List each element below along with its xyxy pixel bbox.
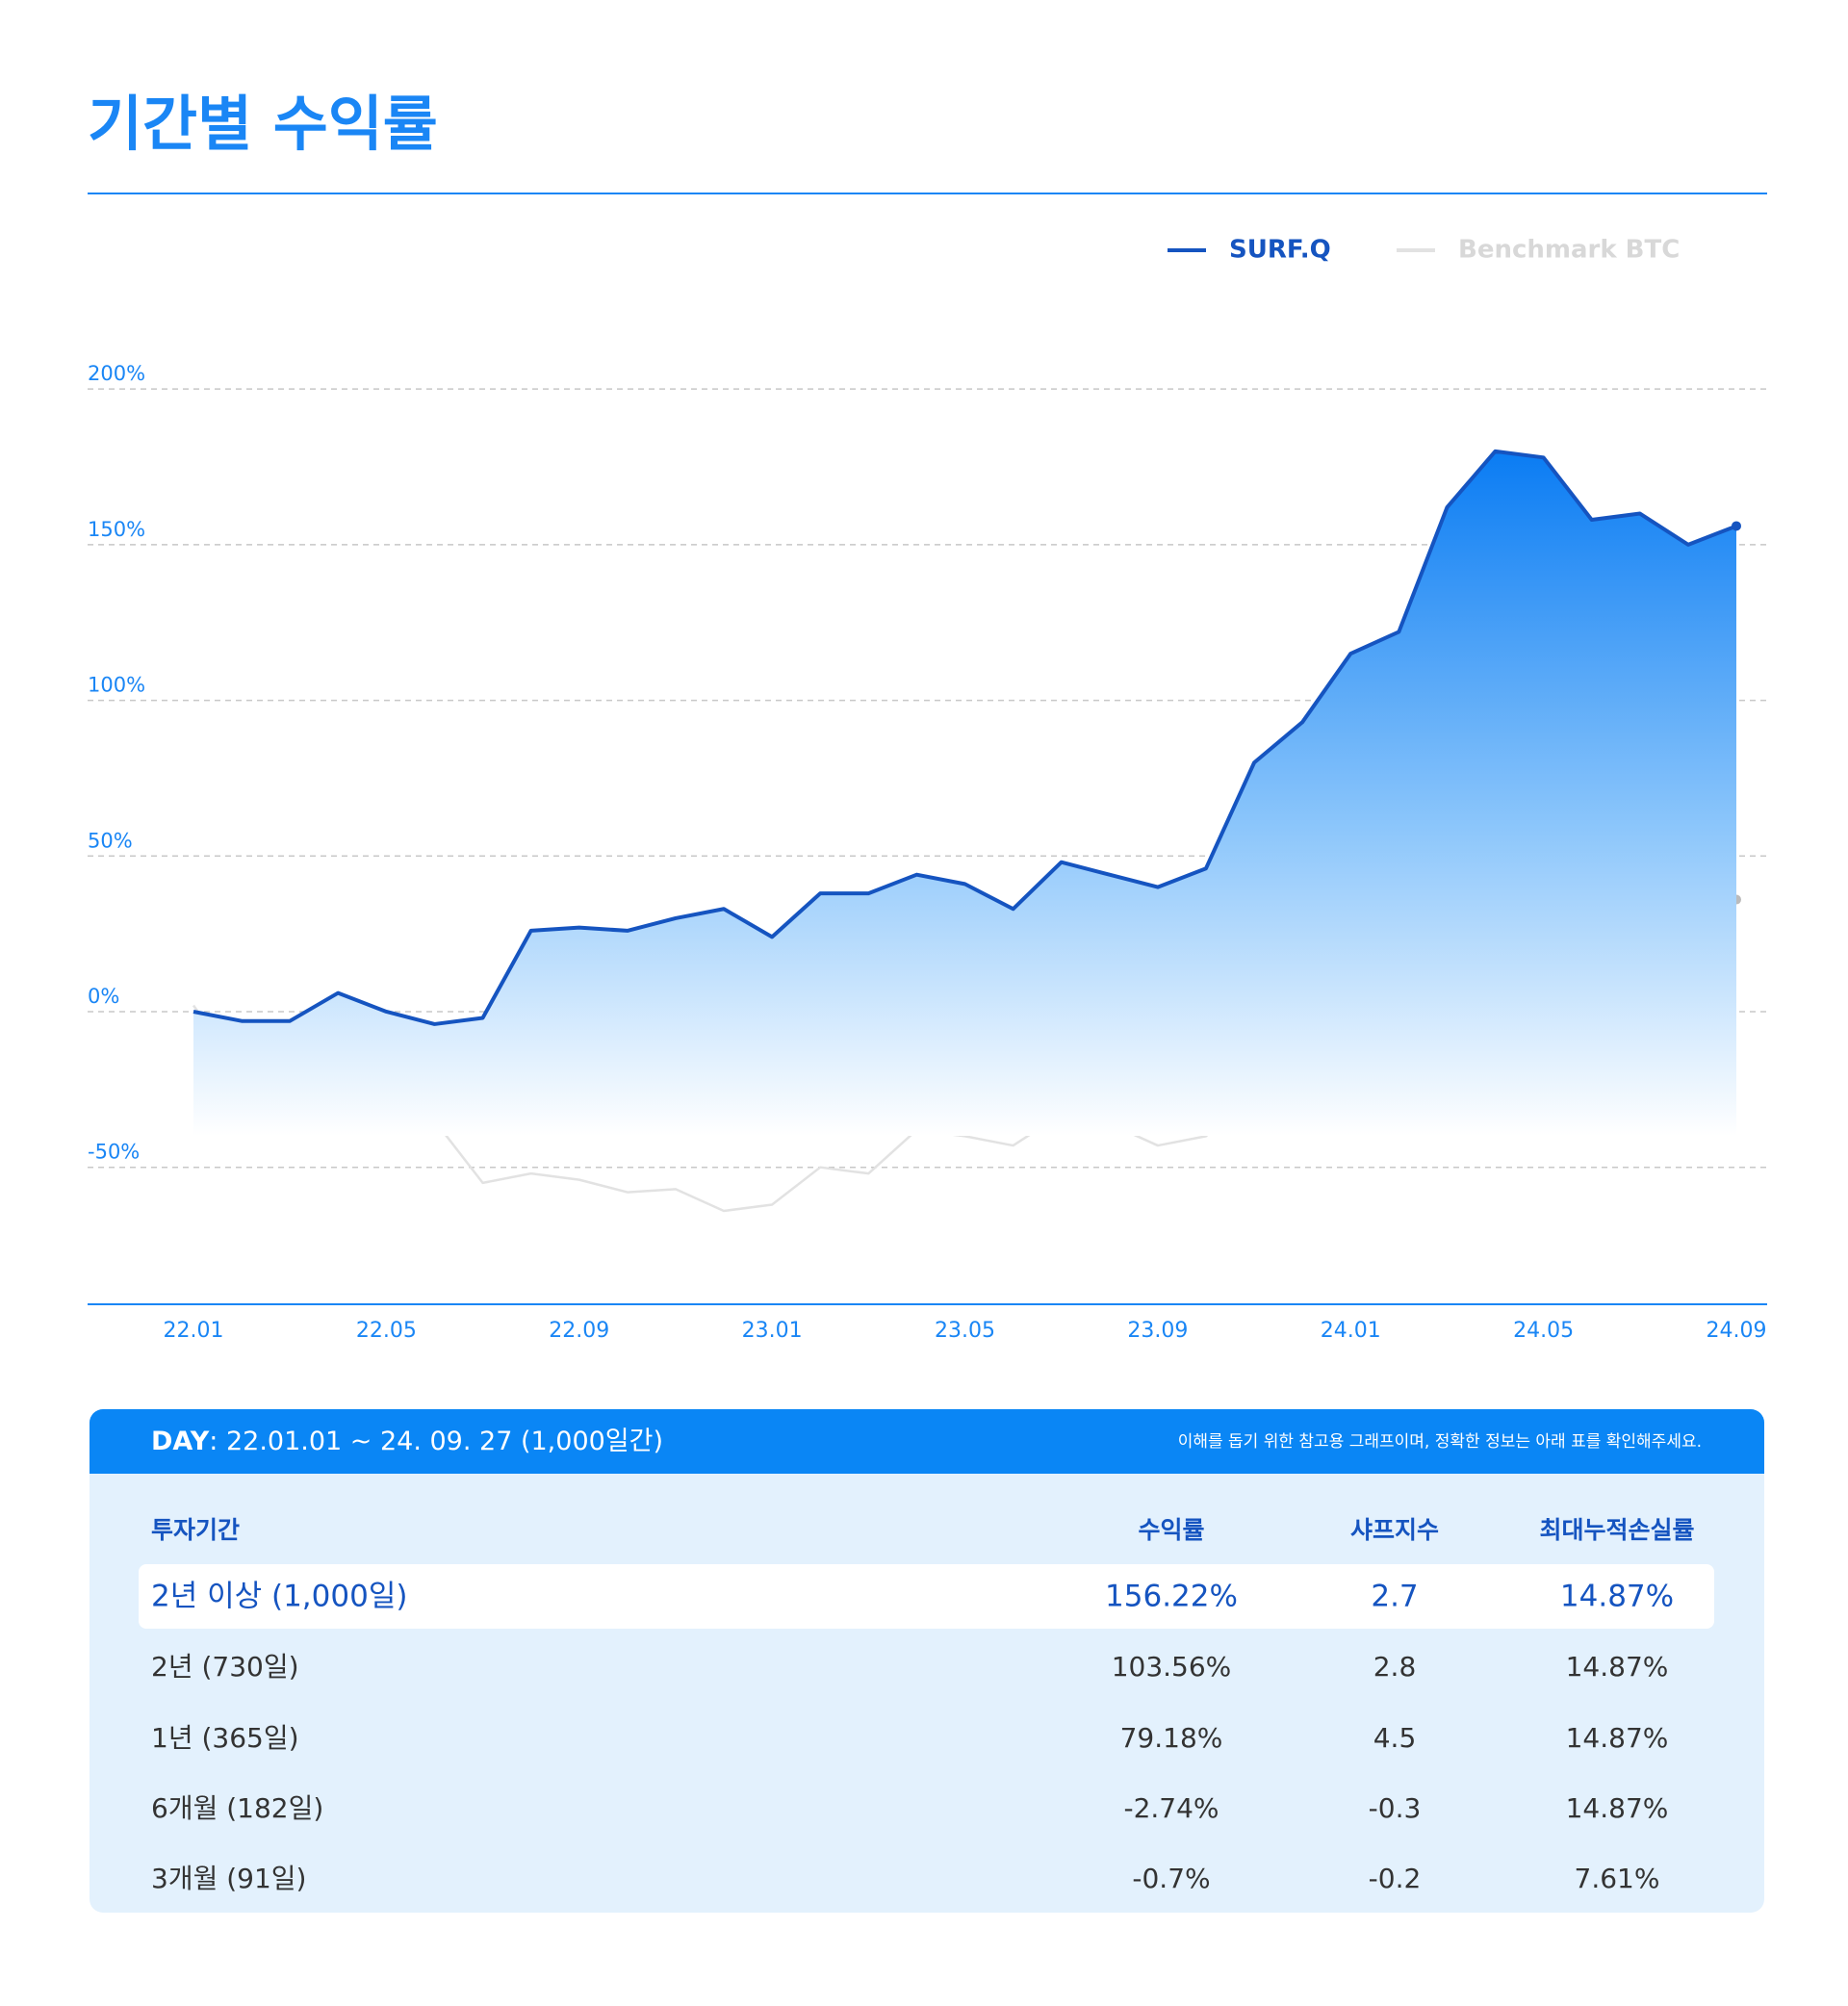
table-cell: 2.7 (1371, 1580, 1418, 1614)
table-cell: -0.3 (1369, 1792, 1422, 1824)
table-cell: -0.7% (1132, 1863, 1210, 1894)
note: 이해를 돕기 위한 참고용 그래프이며, 정확한 정보는 아래 표를 확인해주세… (1178, 1432, 1702, 1452)
x-tick-label: 24.01 (1321, 1319, 1381, 1343)
table-cell: 14.87% (1566, 1722, 1669, 1754)
series-line (192, 449, 1737, 1026)
x-tick-label: 22.05 (356, 1319, 417, 1343)
table-cell: 7.61% (1575, 1863, 1660, 1894)
x-tick-label: 23.05 (935, 1319, 995, 1343)
column-header: 샤프지수 (1350, 1516, 1439, 1544)
table-cell: 14.87% (1560, 1580, 1674, 1614)
table-cell: 103.56% (1112, 1651, 1232, 1683)
table-cell: 2.8 (1373, 1651, 1417, 1683)
table-cell: -0.2 (1369, 1863, 1422, 1894)
column-header: 최대누적손실률 (1539, 1516, 1694, 1544)
table-cell: 2년 이상 (1,000일) (151, 1580, 407, 1614)
title: 기간별 수익률 (88, 89, 438, 159)
x-tick-label: 24.05 (1513, 1319, 1574, 1343)
column-header: 투자기간 (151, 1516, 240, 1544)
x-tick-label: 24.09 (1707, 1319, 1767, 1343)
legend-label: SURF.Q (1229, 236, 1331, 265)
y-tick-label: 150% (88, 518, 145, 541)
table-cell: 3개월 (91일) (151, 1863, 306, 1894)
table-cell: 4.5 (1373, 1722, 1417, 1754)
highlight-row (139, 1564, 1714, 1629)
x-tick-label: 22.01 (164, 1319, 224, 1343)
table: 투자기간 수익률 샤프지수 최대누적손실률 2년 이상 (1,000일) 156.22% 2… (151, 1516, 1695, 1894)
y-tick-label: 100% (88, 674, 145, 697)
table-cell: 156.22% (1105, 1580, 1238, 1614)
x-tick-label: 23.09 (1127, 1319, 1188, 1343)
table-cell: 14.87% (1566, 1792, 1669, 1824)
x-tick-label: 23.01 (742, 1319, 803, 1343)
y-tick-label: -50% (88, 1141, 140, 1164)
y-tick-label: 50% (88, 829, 133, 852)
table-cell: 14.87% (1566, 1651, 1669, 1683)
end-point (1732, 521, 1741, 531)
table-cell: 6개월 (182일) (151, 1792, 323, 1824)
table-cell: 2년 (730일) (151, 1651, 299, 1683)
day-label: DAY (151, 1427, 210, 1456)
legend-label: Benchmark BTC (1458, 236, 1680, 265)
table-cell: 1년 (365일) (151, 1722, 299, 1754)
table-header-bar (90, 1409, 1764, 1474)
y-tick-label: 0% (88, 985, 119, 1008)
plot: -50% 0% 50% 100% 150% 200% 22.01 22.05 22.09 23.0… (88, 236, 1767, 1343)
table-cell: 79.18% (1120, 1722, 1223, 1754)
y-tick-label: 200% (88, 362, 145, 385)
table-panel (90, 1409, 1764, 1913)
x-tick-label: 22.09 (549, 1319, 609, 1343)
day-range: : 22.01.01 ~ 24. 09. 27 (1,000일간) (209, 1427, 663, 1456)
day-line: DAY: 22.01.01 ~ 24. 09. 27 (1,000일간) (151, 1427, 663, 1456)
column-header: 수익률 (1138, 1516, 1204, 1544)
table-cell: -2.74% (1123, 1792, 1219, 1824)
area-fill (193, 450, 1736, 1136)
